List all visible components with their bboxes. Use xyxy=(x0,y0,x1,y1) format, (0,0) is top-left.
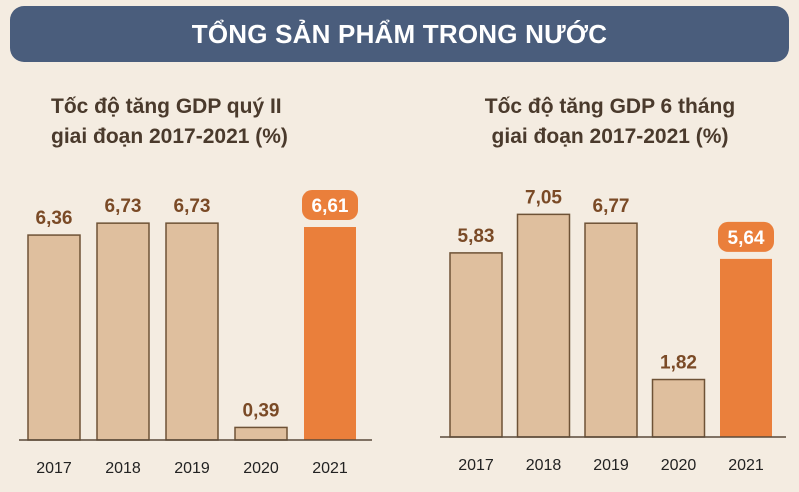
bar-2019 xyxy=(165,222,219,441)
x-tick-label-2018: 2018 xyxy=(105,460,141,477)
data-label-2021: 6,61 xyxy=(312,196,349,217)
x-tick-label-2020: 2020 xyxy=(243,460,279,477)
x-tick-label-2019: 2019 xyxy=(593,457,629,474)
bar-2018 xyxy=(96,222,150,441)
data-label-2020: 1,82 xyxy=(660,353,697,374)
highlight-label-badge xyxy=(718,221,774,252)
bar-2019 xyxy=(584,222,638,438)
data-label-2019: 6,77 xyxy=(593,196,630,217)
x-tick-label-2020: 2020 xyxy=(661,457,697,474)
x-tick-label-2018: 2018 xyxy=(526,457,562,474)
bar-2020 xyxy=(234,426,288,441)
x-tick-label-2019: 2019 xyxy=(174,460,210,477)
data-label-2021: 5,64 xyxy=(728,228,765,249)
data-label-2017: 6,36 xyxy=(36,208,73,229)
bar-2017 xyxy=(449,252,503,438)
header-banner: TỔNG SẢN PHẨM TRONG NƯỚC xyxy=(10,6,789,62)
page-title: TỔNG SẢN PHẨM TRONG NƯỚC xyxy=(191,18,608,49)
chart-title-six-months: Tốc độ tăng GDP 6 tháng giai đoạn 2017-2… xyxy=(470,92,750,152)
chart-title-line-2: giai đoạn 2017-2021 (%) xyxy=(491,125,729,148)
chart-title-quarter: Tốc độ tăng GDP quý II giai đoạn 2017-20… xyxy=(51,92,288,152)
chart-quarter-ii: 6,36 2017 6,73 2018 6,73 2019 0,39 2020 6,61 2021 xyxy=(19,190,372,477)
x-tick-label-2021: 2021 xyxy=(728,457,764,474)
bar-2021 xyxy=(720,258,772,437)
chart-title-line-1: Tốc độ tăng GDP quý II xyxy=(51,95,282,118)
data-label-2018: 7,05 xyxy=(525,187,562,208)
chart-title-line-1: Tốc độ tăng GDP 6 tháng xyxy=(484,95,736,118)
bar-2017 xyxy=(27,234,81,441)
chart-six-months: 5,83 2017 7,05 2018 6,77 2019 1,82 2020 5,64 2021 xyxy=(440,187,786,474)
bar-2020 xyxy=(651,378,706,438)
highlight-label-badge xyxy=(302,190,358,221)
data-label-2018: 6,73 xyxy=(105,196,142,217)
data-label-2020: 0,39 xyxy=(243,400,280,421)
bar-2021 xyxy=(304,227,356,440)
x-tick-label-2017: 2017 xyxy=(458,457,494,474)
x-tick-label-2021: 2021 xyxy=(312,460,348,477)
x-tick-label-2017: 2017 xyxy=(36,460,72,477)
data-label-2017: 5,83 xyxy=(458,226,495,247)
data-label-2019: 6,73 xyxy=(174,196,211,217)
bar-2018 xyxy=(516,213,571,438)
chart-title-line-2: giai đoạn 2017-2021 (%) xyxy=(51,125,288,148)
